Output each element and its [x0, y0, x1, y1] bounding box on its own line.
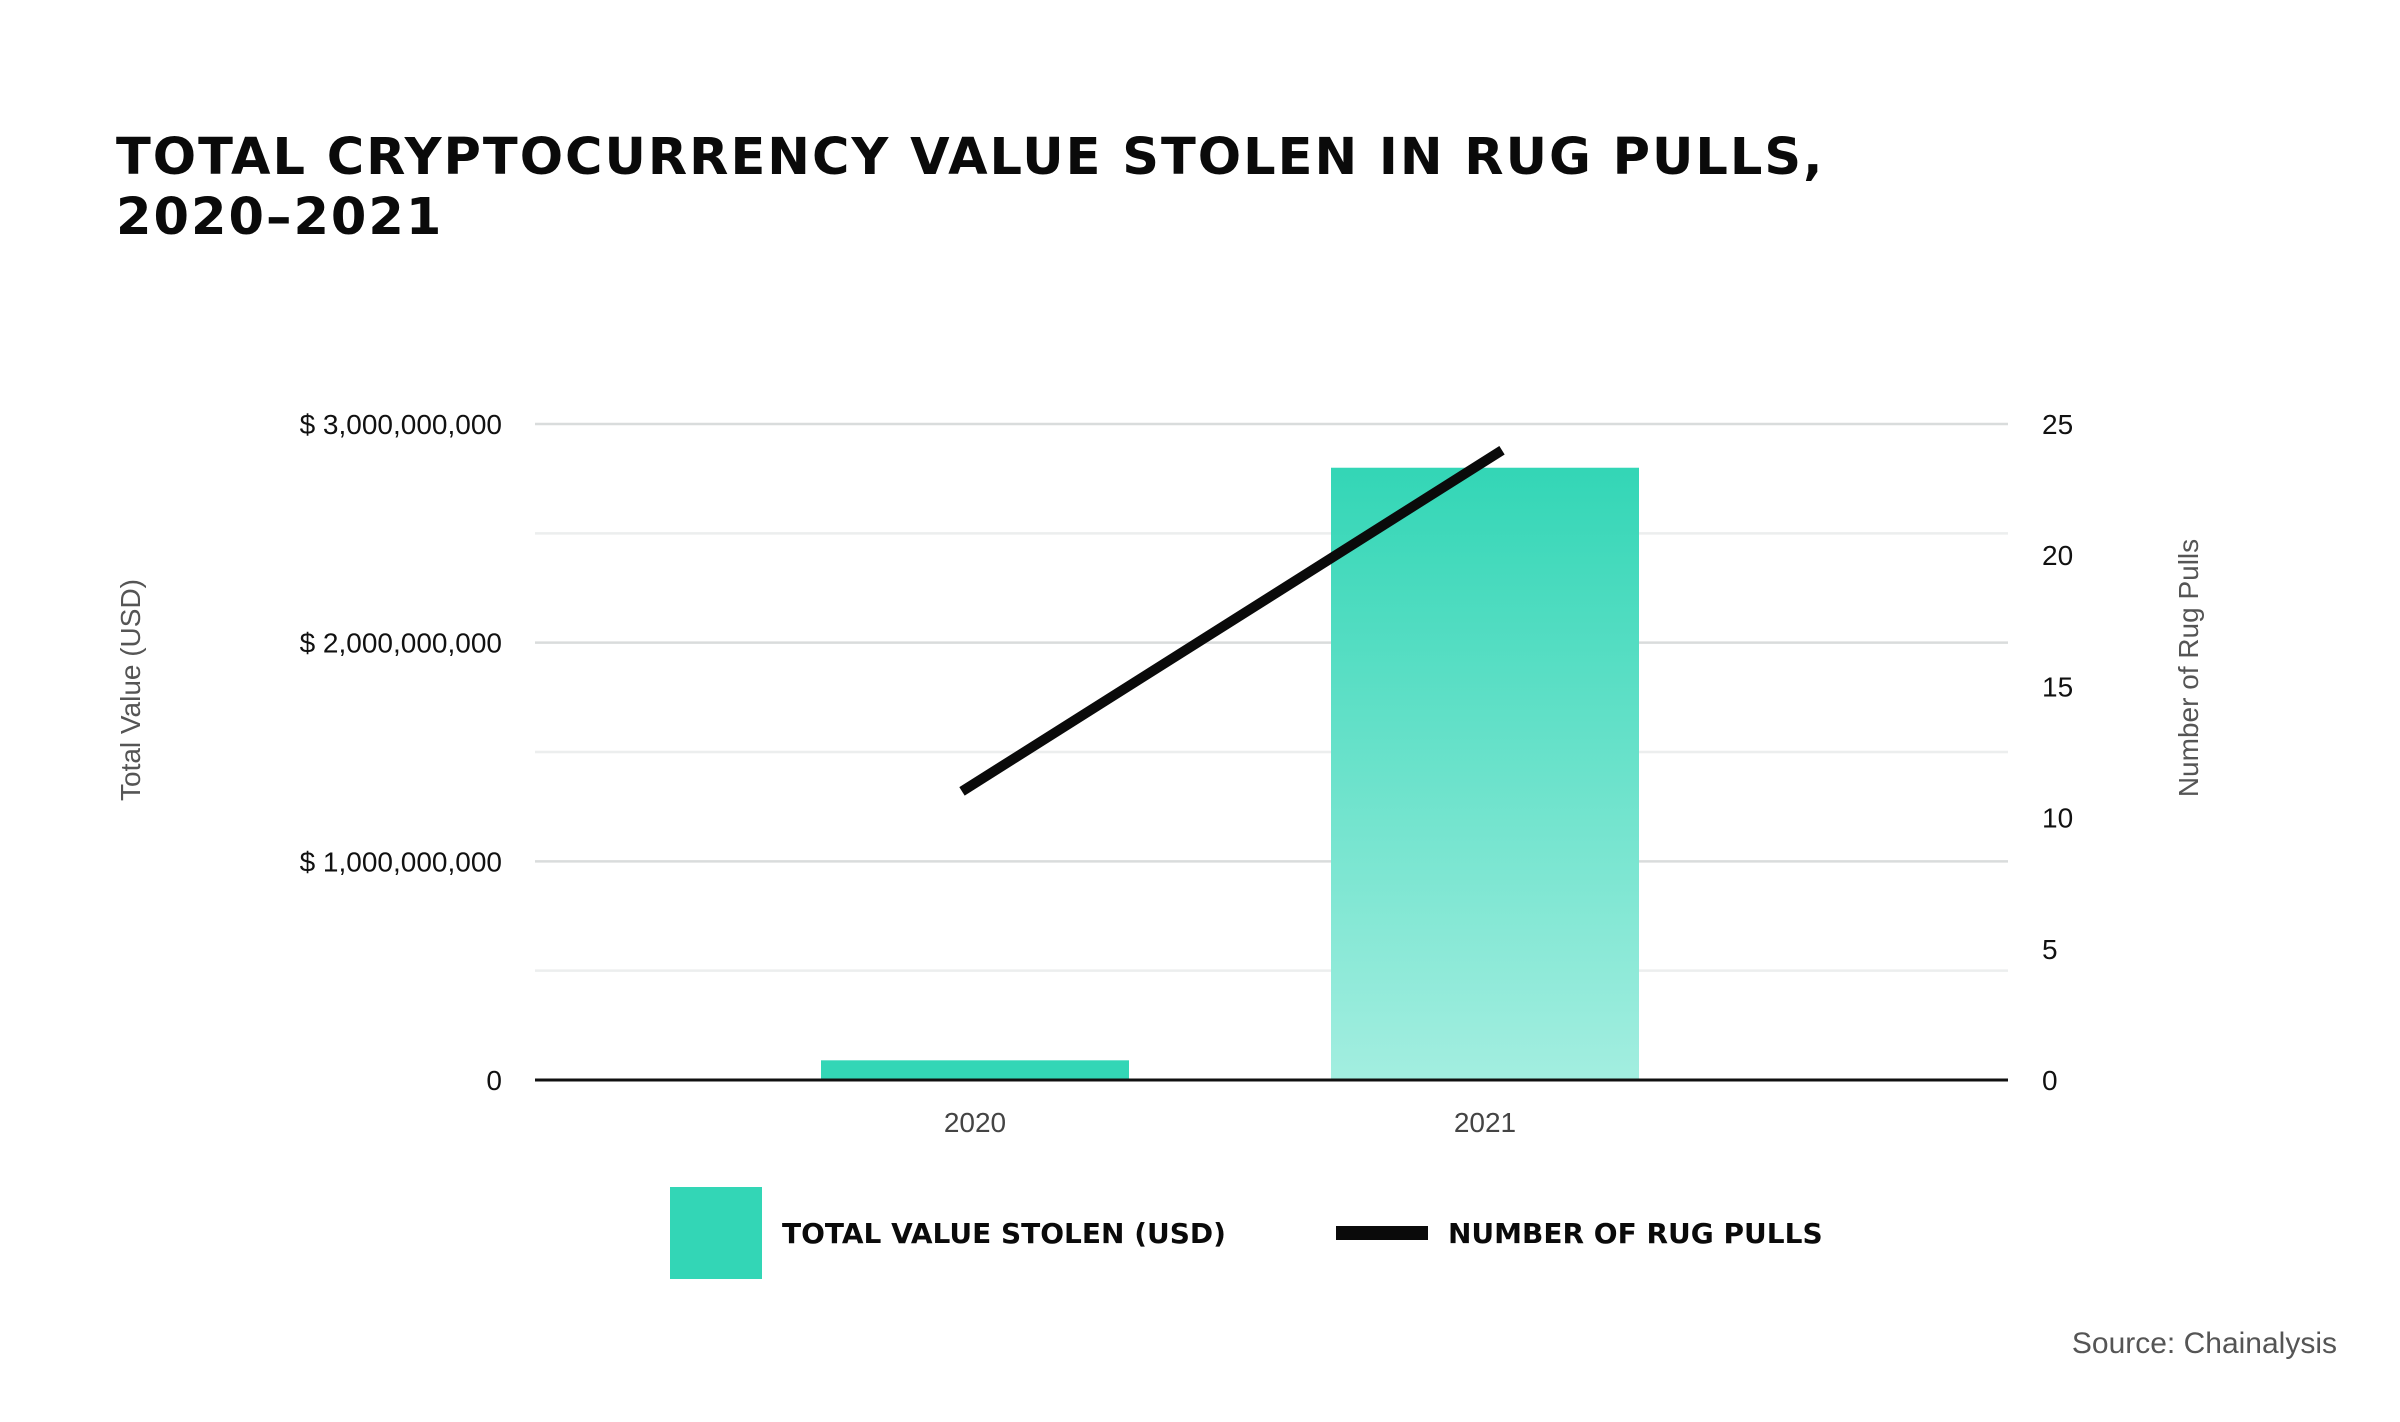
gridlines	[535, 424, 2008, 971]
legend-swatch-bar	[670, 1187, 762, 1279]
y-right-tick-label: 10	[2042, 803, 2073, 834]
y-left-axis-label: Total Value (USD)	[115, 579, 146, 801]
y-right-axis-label: Number of Rug Pulls	[2173, 539, 2204, 797]
legend-label-line: NUMBER OF RUG PULLS	[1448, 1217, 1823, 1250]
legend-swatch-line	[1336, 1226, 1428, 1240]
source-note: Source: Chainalysis	[2072, 1327, 2337, 1361]
legend-label-bar: TOTAL VALUE STOLEN (USD)	[782, 1217, 1226, 1250]
y-left-tick-label: 0	[486, 1065, 502, 1096]
tick-labels: 0 $ 1,000,000,000 $ 2,000,000,000 $ 3,000,0…	[300, 409, 2074, 1138]
y-right-tick-label: 25	[2042, 409, 2073, 440]
y-right-tick-label: 0	[2042, 1065, 2058, 1096]
x-tick-label: 2021	[1454, 1107, 1516, 1138]
legend-item-bar: TOTAL VALUE STOLEN (USD)	[670, 1188, 1226, 1278]
y-left-tick-label: $ 2,000,000,000	[300, 628, 502, 659]
legend-item-line: NUMBER OF RUG PULLS	[1336, 1188, 1823, 1278]
x-tick-label: 2020	[944, 1107, 1006, 1138]
y-left-tick-label: $ 1,000,000,000	[300, 846, 502, 877]
y-right-tick-label: 5	[2042, 934, 2058, 965]
y-right-tick-label: 20	[2042, 540, 2073, 571]
y-left-tick-label: $ 3,000,000,000	[300, 409, 502, 440]
bar-2020	[821, 1060, 1129, 1080]
y-right-tick-label: 15	[2042, 671, 2073, 702]
bars	[821, 468, 1639, 1080]
bar-2021	[1331, 468, 1639, 1080]
